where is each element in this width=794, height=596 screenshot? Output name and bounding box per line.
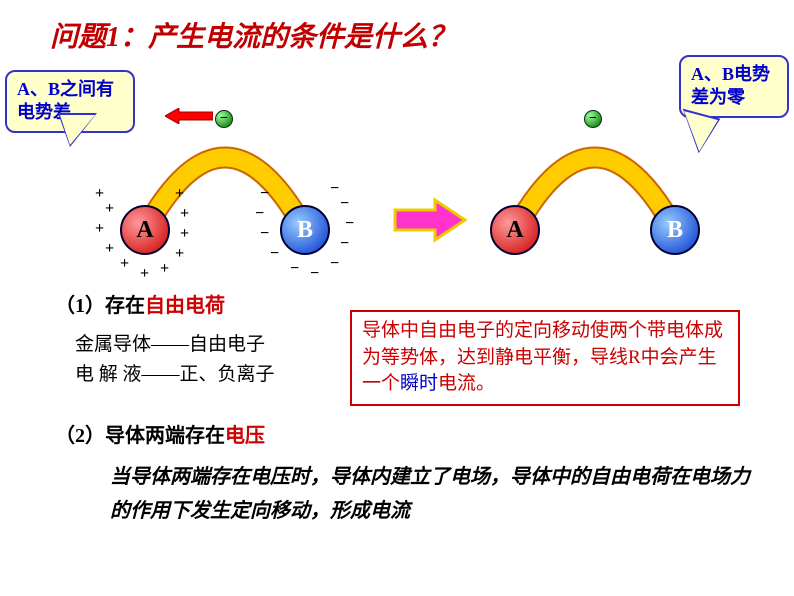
electron-1: − xyxy=(215,110,233,128)
plus-sign: + xyxy=(160,260,169,278)
condition-1-detail: 金属导体——自由电子 电 解 液——正、负离子 xyxy=(75,330,275,391)
node-A1: A xyxy=(120,205,170,255)
condition-2-detail: 当导体两端存在电压时，导体内建立了电场，导体中的自由电荷在电场力的作用下发生定向… xyxy=(110,460,750,528)
minus-sign: − xyxy=(330,180,339,198)
minus-sign: − xyxy=(310,265,319,283)
diagram-area: − − +++++++++++−−−−−−−−−−− A B A B xyxy=(0,70,794,250)
arcs-svg xyxy=(0,70,794,310)
node-B1: B xyxy=(280,205,330,255)
minus-sign: − xyxy=(270,245,279,263)
plus-sign: + xyxy=(95,220,104,238)
minus-sign: − xyxy=(340,235,349,253)
plus-sign: + xyxy=(105,200,114,218)
condition-2: （2）导体两端存在电压 xyxy=(55,420,265,452)
question-title: 问题1：产生电流的条件是什么？ xyxy=(50,15,456,55)
cond1-prefix: （1）存在 xyxy=(55,295,145,317)
red-arrow xyxy=(165,108,213,129)
condition-1: （1）存在自由电荷 xyxy=(55,290,225,322)
plus-sign: + xyxy=(95,185,104,203)
plus-sign: + xyxy=(105,240,114,258)
minus-sign: − xyxy=(345,215,354,233)
cond1b-a: 金属导体——自由电子 xyxy=(75,330,275,360)
electron-2: − xyxy=(584,110,602,128)
explanation-box: 导体中自由电子的定向移动使两个带电体成为等势体，达到静电平衡，导线R中会产生一个… xyxy=(350,310,740,406)
big-arrow xyxy=(390,195,470,250)
plus-sign: + xyxy=(180,205,189,223)
minus-sign: − xyxy=(260,225,269,243)
cond1b-b: 电 解 液——正、负离子 xyxy=(75,360,275,390)
node-B2: B xyxy=(650,205,700,255)
minus-sign: − xyxy=(330,255,339,273)
redbox-c: 电流。 xyxy=(438,373,495,394)
plus-sign: + xyxy=(175,245,184,263)
plus-sign: + xyxy=(180,225,189,243)
cond1-em: 自由电荷 xyxy=(145,295,225,317)
redbox-b: 瞬时 xyxy=(400,373,438,394)
minus-sign: − xyxy=(260,185,269,203)
minus-sign: − xyxy=(290,260,299,278)
plus-sign: + xyxy=(120,255,129,273)
cond2-em: 电压 xyxy=(225,425,265,447)
cond2-prefix: （2）导体两端存在 xyxy=(55,425,225,447)
node-A2: A xyxy=(490,205,540,255)
plus-sign: + xyxy=(140,265,149,283)
minus-sign: − xyxy=(255,205,264,223)
minus-sign: − xyxy=(340,195,349,213)
plus-sign: + xyxy=(175,185,184,203)
